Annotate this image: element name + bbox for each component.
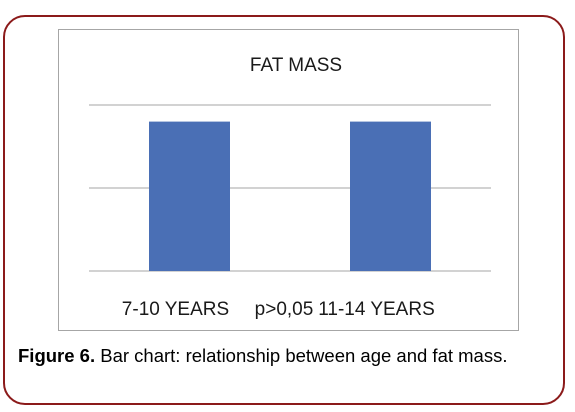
figure-caption: Figure 6. Bar chart: relationship betwee… — [18, 341, 558, 370]
figure-caption-text: Bar chart: relationship between age and … — [95, 345, 508, 366]
p-value-annotation: p>0,05 — [255, 299, 314, 320]
bar-2 — [350, 121, 431, 271]
bar-1 — [149, 121, 230, 271]
category-label-1: 7-10 YEARS — [122, 299, 229, 320]
category-label-2: 11-14 YEARS — [318, 299, 435, 320]
bar-chart: FAT MASS 7-10 YEARS 11-14 YEARS p>0,05 — [89, 55, 491, 320]
chart-title: FAT MASS — [250, 55, 342, 76]
figure-label: Figure 6. — [18, 345, 96, 366]
chart-container: FAT MASS 7-10 YEARS 11-14 YEARS p>0,05 — [58, 29, 519, 331]
